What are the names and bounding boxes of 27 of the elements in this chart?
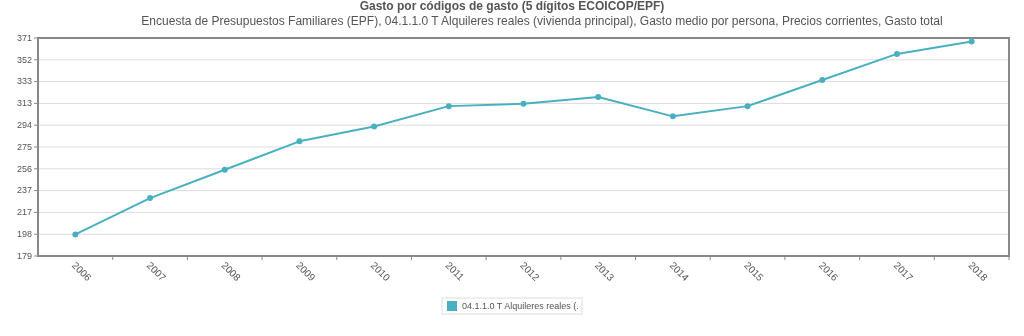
point: [296, 138, 303, 145]
y-tick-label: 313: [16, 98, 32, 109]
y-tick-label: 333: [16, 76, 32, 87]
y-tick-label: 352: [16, 54, 32, 65]
point: [744, 103, 751, 110]
point: [445, 103, 452, 110]
point: [147, 195, 154, 202]
chart-title: Gasto por códigos de gasto (5 dígitos ECOICOP/EPF): [359, 0, 665, 13]
legend-label: 04.1.1.0 T Alquileres reales (.: [462, 300, 579, 311]
point: [893, 50, 900, 57]
point: [968, 38, 975, 45]
y-tick-label: 217: [16, 207, 32, 218]
point: [221, 166, 228, 173]
point: [520, 100, 527, 107]
point: [371, 123, 378, 130]
y-tick-label: 179: [16, 250, 32, 261]
y-tick-label: 256: [16, 163, 32, 174]
point: [595, 94, 602, 101]
y-tick-label: 371: [16, 32, 32, 43]
chart-subtitle: Encuesta de Presupuestos Familiares (EPF), 04.1.1.0 T Alquileres reales (vivienda principal), Gasto medio por persona, Precios corrientes, Gasto total: [141, 14, 943, 28]
y-tick-label: 198: [16, 229, 32, 240]
y-tick-label: 294: [16, 120, 32, 131]
point: [819, 77, 826, 84]
point: [669, 113, 676, 120]
point: [72, 231, 79, 238]
y-tick-label: 275: [16, 141, 32, 152]
y-tick-label: 237: [16, 185, 32, 196]
